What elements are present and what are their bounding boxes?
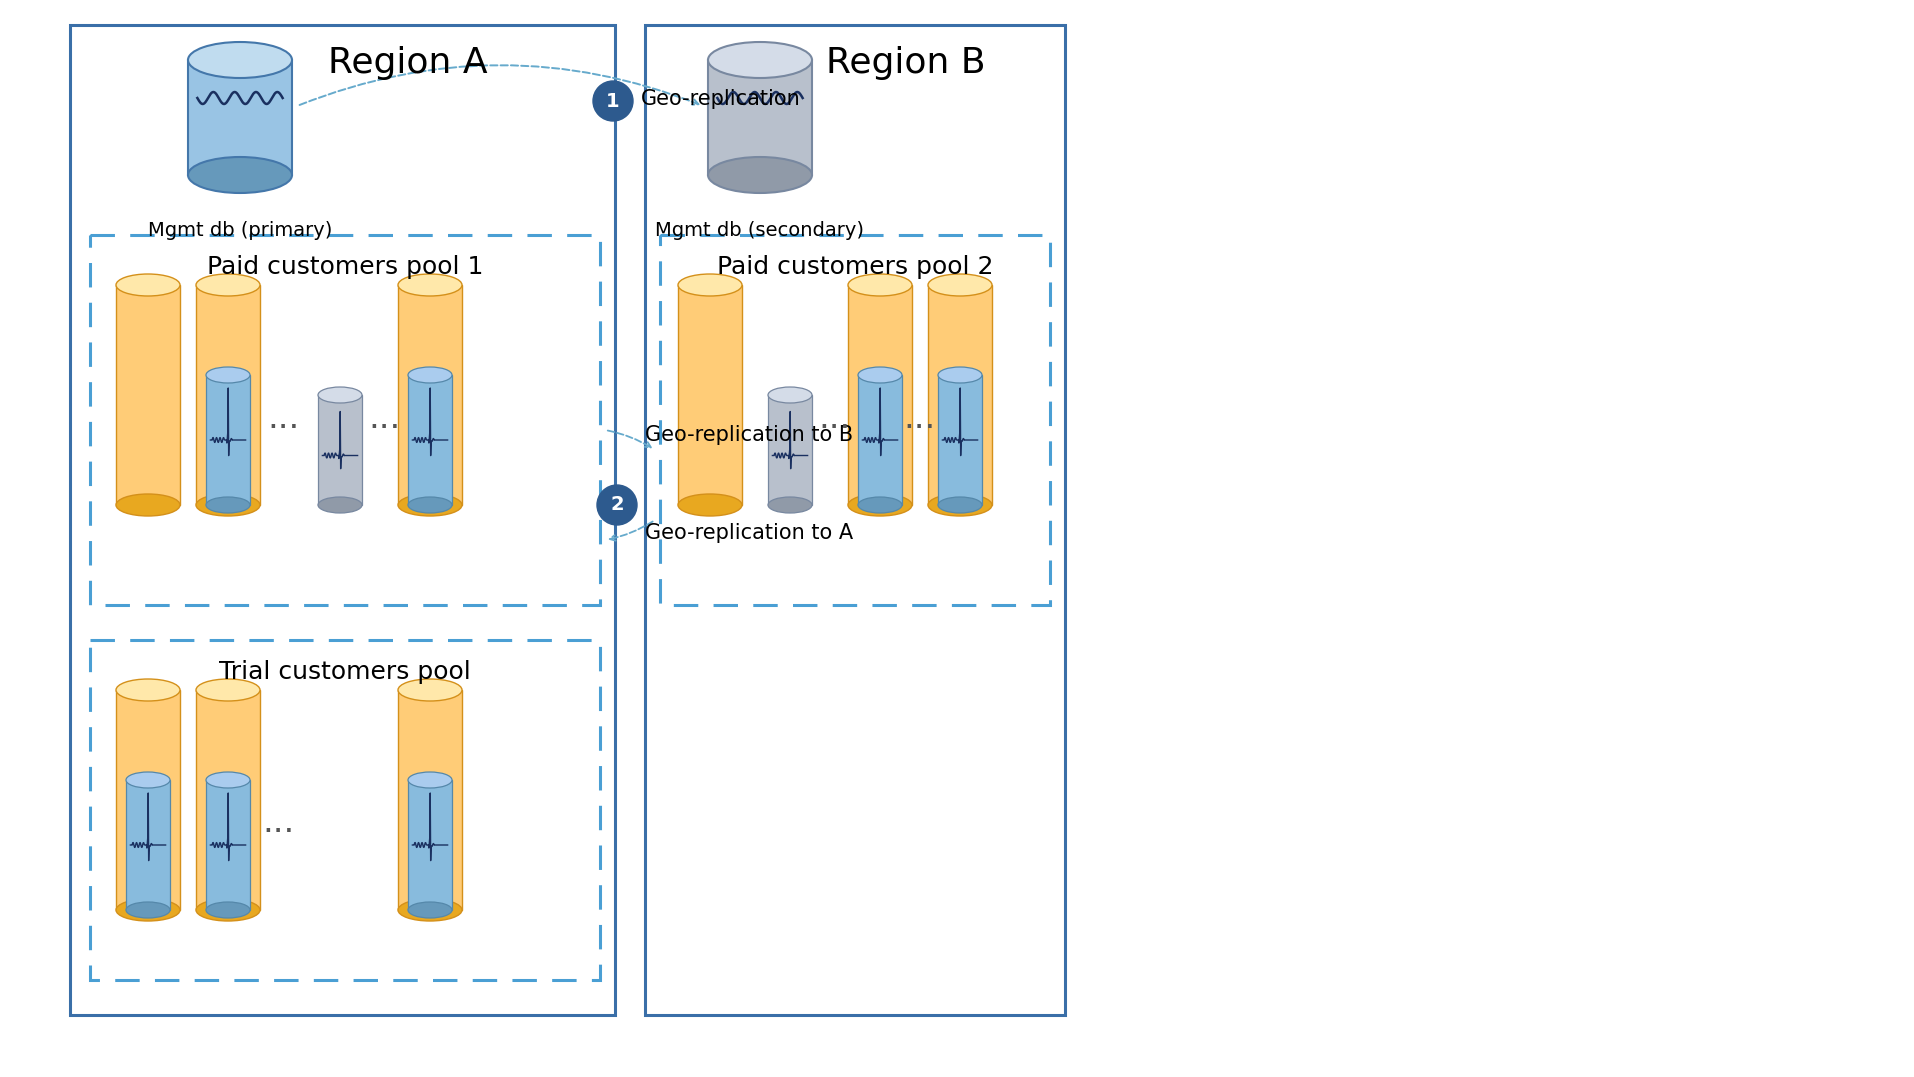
Ellipse shape <box>398 679 461 701</box>
Text: Mgmt db (secondary): Mgmt db (secondary) <box>655 221 863 240</box>
Text: Geo-replication to A: Geo-replication to A <box>645 523 852 543</box>
FancyBboxPatch shape <box>678 285 741 505</box>
FancyBboxPatch shape <box>117 285 180 505</box>
Ellipse shape <box>408 903 452 918</box>
Circle shape <box>597 485 637 524</box>
FancyBboxPatch shape <box>195 690 260 910</box>
Ellipse shape <box>678 274 741 296</box>
Ellipse shape <box>408 367 452 383</box>
Text: Region B: Region B <box>825 46 984 80</box>
FancyBboxPatch shape <box>117 690 180 910</box>
FancyBboxPatch shape <box>928 285 991 505</box>
FancyBboxPatch shape <box>318 395 362 505</box>
Text: Trial customers pool: Trial customers pool <box>218 660 471 684</box>
FancyBboxPatch shape <box>188 60 291 174</box>
Text: ···: ··· <box>903 411 936 445</box>
Text: ···: ··· <box>262 816 295 850</box>
Ellipse shape <box>928 494 991 516</box>
Ellipse shape <box>188 42 291 78</box>
FancyBboxPatch shape <box>207 780 251 910</box>
Ellipse shape <box>195 899 260 921</box>
Ellipse shape <box>117 274 180 296</box>
Ellipse shape <box>857 496 901 513</box>
Ellipse shape <box>408 496 452 513</box>
Ellipse shape <box>207 903 251 918</box>
Ellipse shape <box>678 494 741 516</box>
Ellipse shape <box>708 42 812 78</box>
FancyBboxPatch shape <box>207 375 251 505</box>
Ellipse shape <box>126 772 170 788</box>
Ellipse shape <box>318 496 362 513</box>
FancyBboxPatch shape <box>408 780 452 910</box>
FancyBboxPatch shape <box>708 60 812 174</box>
Ellipse shape <box>195 494 260 516</box>
Ellipse shape <box>768 496 812 513</box>
Ellipse shape <box>708 157 812 193</box>
Circle shape <box>593 81 634 121</box>
Ellipse shape <box>207 496 251 513</box>
FancyBboxPatch shape <box>768 395 812 505</box>
Ellipse shape <box>117 899 180 921</box>
Ellipse shape <box>398 274 461 296</box>
Ellipse shape <box>398 899 461 921</box>
Ellipse shape <box>195 679 260 701</box>
Ellipse shape <box>848 494 911 516</box>
FancyBboxPatch shape <box>857 375 901 505</box>
Text: Geo-replication: Geo-replication <box>641 89 800 109</box>
Ellipse shape <box>207 772 251 788</box>
Text: ···: ··· <box>268 411 300 445</box>
Text: Mgmt db (primary): Mgmt db (primary) <box>147 221 331 240</box>
Ellipse shape <box>117 679 180 701</box>
Text: 2: 2 <box>611 495 624 515</box>
Ellipse shape <box>857 367 901 383</box>
Ellipse shape <box>117 494 180 516</box>
FancyBboxPatch shape <box>398 690 461 910</box>
Text: Paid customers pool 2: Paid customers pool 2 <box>716 255 993 279</box>
Ellipse shape <box>408 772 452 788</box>
Ellipse shape <box>195 274 260 296</box>
FancyBboxPatch shape <box>408 375 452 505</box>
FancyBboxPatch shape <box>195 285 260 505</box>
Ellipse shape <box>928 274 991 296</box>
FancyBboxPatch shape <box>398 285 461 505</box>
Text: ···: ··· <box>819 411 850 445</box>
FancyBboxPatch shape <box>126 780 170 910</box>
Text: Geo-replication to B: Geo-replication to B <box>645 425 852 445</box>
Ellipse shape <box>938 367 982 383</box>
Ellipse shape <box>938 496 982 513</box>
Ellipse shape <box>848 274 911 296</box>
FancyBboxPatch shape <box>938 375 982 505</box>
FancyBboxPatch shape <box>848 285 911 505</box>
Text: 1: 1 <box>607 92 620 111</box>
Ellipse shape <box>768 387 812 403</box>
Ellipse shape <box>318 387 362 403</box>
Text: Paid customers pool 1: Paid customers pool 1 <box>207 255 482 279</box>
Ellipse shape <box>398 494 461 516</box>
Ellipse shape <box>126 903 170 918</box>
Ellipse shape <box>188 157 291 193</box>
Text: ···: ··· <box>369 411 400 445</box>
Ellipse shape <box>207 367 251 383</box>
Text: Region A: Region A <box>327 46 488 80</box>
